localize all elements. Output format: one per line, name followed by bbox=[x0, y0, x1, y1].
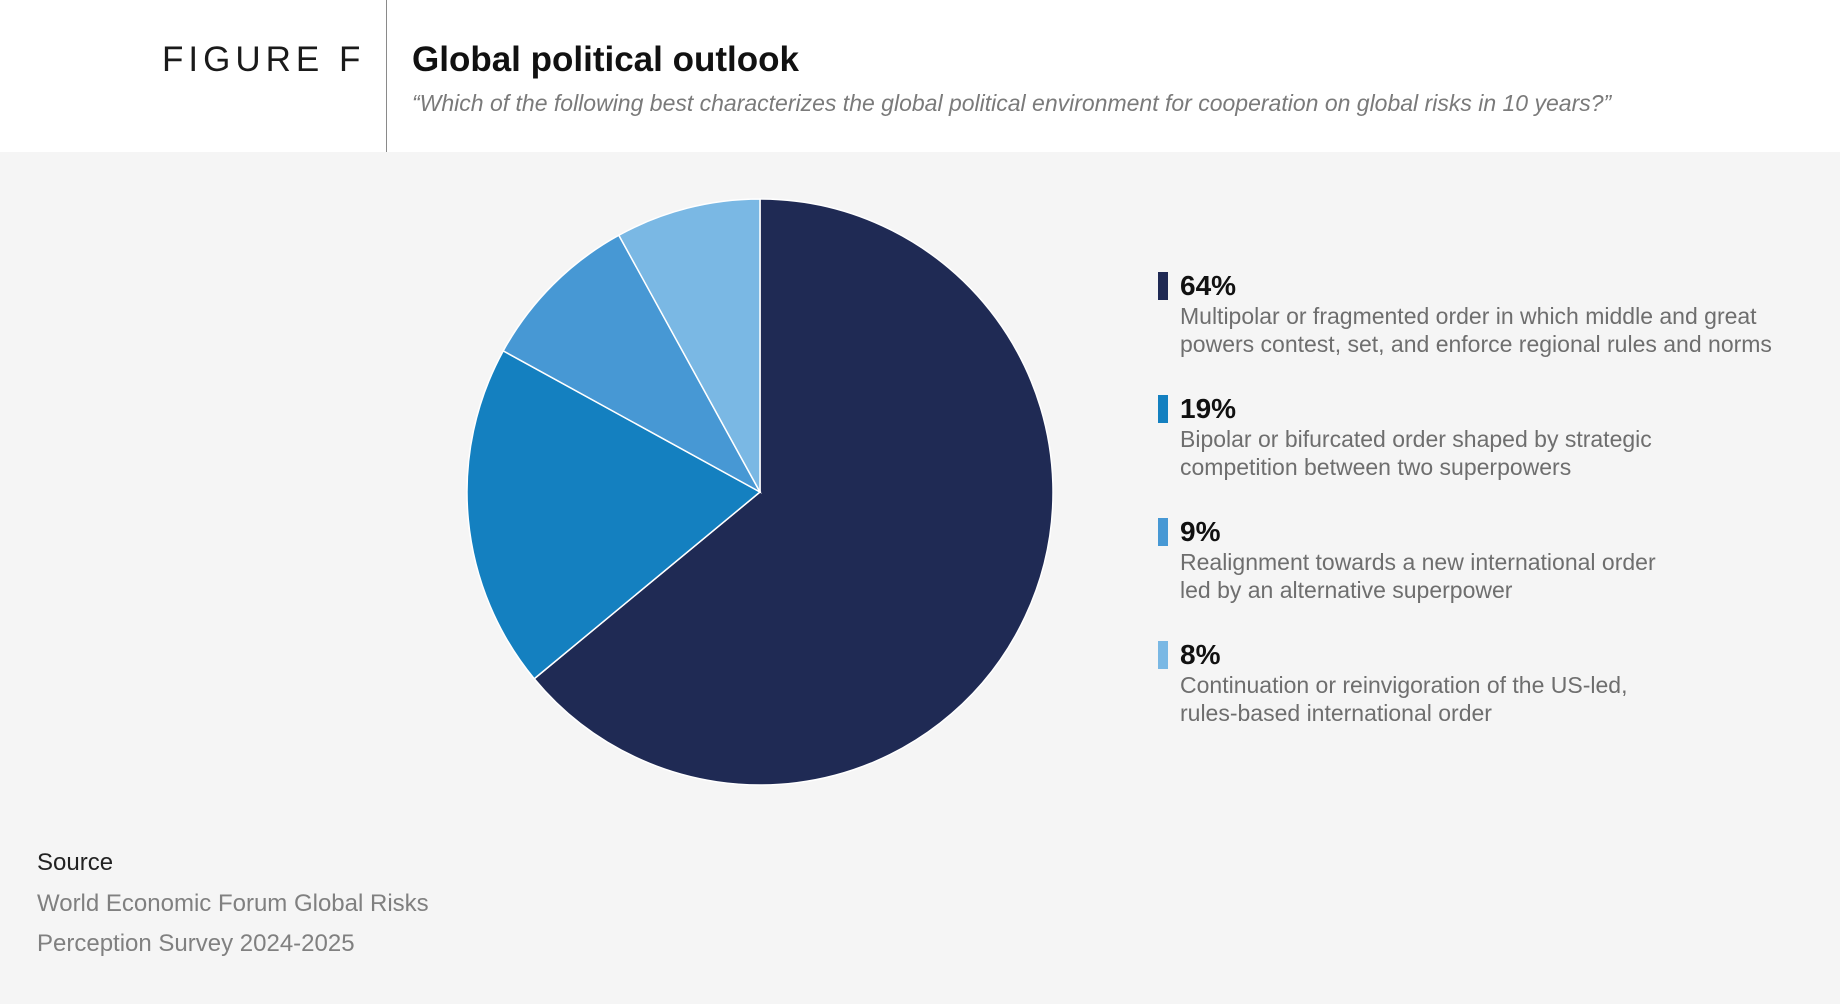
legend-swatch bbox=[1158, 395, 1168, 423]
legend-description: Multipolar or fragmented order in which … bbox=[1180, 302, 1820, 358]
pie-chart bbox=[466, 198, 1054, 786]
pie-slice-3 bbox=[617, 198, 761, 493]
legend-description-line: Multipolar or fragmented order in which … bbox=[1180, 303, 1757, 329]
legend-item: 8% Continuation or reinvigoration of the… bbox=[1158, 639, 1818, 727]
legend-percentage: 9% bbox=[1180, 516, 1221, 547]
legend-swatch bbox=[1158, 641, 1168, 669]
source-label: Source bbox=[37, 849, 114, 876]
legend-description-line: competition between two superpowers bbox=[1180, 454, 1572, 480]
legend-description: Bipolar or bifurcated order shaped by st… bbox=[1180, 425, 1820, 481]
pie-slice-0 bbox=[533, 198, 1054, 786]
legend-percentage: 8% bbox=[1180, 639, 1221, 670]
legend-swatch bbox=[1158, 272, 1168, 300]
source-text: World Economic Forum Global Risks Percep… bbox=[37, 884, 477, 964]
source-block: Source World Economic Forum Global Risks… bbox=[37, 848, 477, 964]
source-line: World Economic Forum Global Risks bbox=[37, 890, 429, 917]
legend-item: 9% Realignment towards a new internation… bbox=[1158, 516, 1818, 604]
legend-percentage: 19% bbox=[1180, 393, 1237, 424]
pie-slice-1 bbox=[466, 349, 762, 680]
figure-header: FIGURE F Global political outlook “Which… bbox=[0, 0, 1840, 152]
legend-description: Realignment towards a new international … bbox=[1180, 548, 1820, 604]
pie-slice-2 bbox=[502, 234, 762, 494]
legend-description-line: powers contest, set, and enforce regiona… bbox=[1180, 331, 1772, 357]
source-line: Perception Survey 2024-2025 bbox=[37, 930, 355, 957]
legend-description-line: Realignment towards a new international … bbox=[1180, 549, 1656, 575]
legend-description-line: Continuation or reinvigoration of the US… bbox=[1180, 672, 1628, 698]
legend-swatch bbox=[1158, 518, 1168, 546]
chart-title: Global political outlook bbox=[412, 40, 799, 79]
legend-description: Continuation or reinvigoration of the US… bbox=[1180, 671, 1820, 727]
header-divider bbox=[386, 0, 387, 152]
chart-subtitle: “Which of the following best characteriz… bbox=[412, 90, 1612, 116]
legend-description-line: rules-based international order bbox=[1180, 700, 1492, 726]
legend-percentage: 64% bbox=[1180, 270, 1237, 301]
legend: 64% Multipolar or fragmented order in wh… bbox=[1158, 270, 1818, 762]
legend-description-line: led by an alternative superpower bbox=[1180, 577, 1513, 603]
legend-item: 64% Multipolar or fragmented order in wh… bbox=[1158, 270, 1818, 358]
legend-item: 19% Bipolar or bifurcated order shaped b… bbox=[1158, 393, 1818, 481]
figure-label: FIGURE F bbox=[162, 40, 366, 79]
legend-description-line: Bipolar or bifurcated order shaped by st… bbox=[1180, 426, 1652, 452]
